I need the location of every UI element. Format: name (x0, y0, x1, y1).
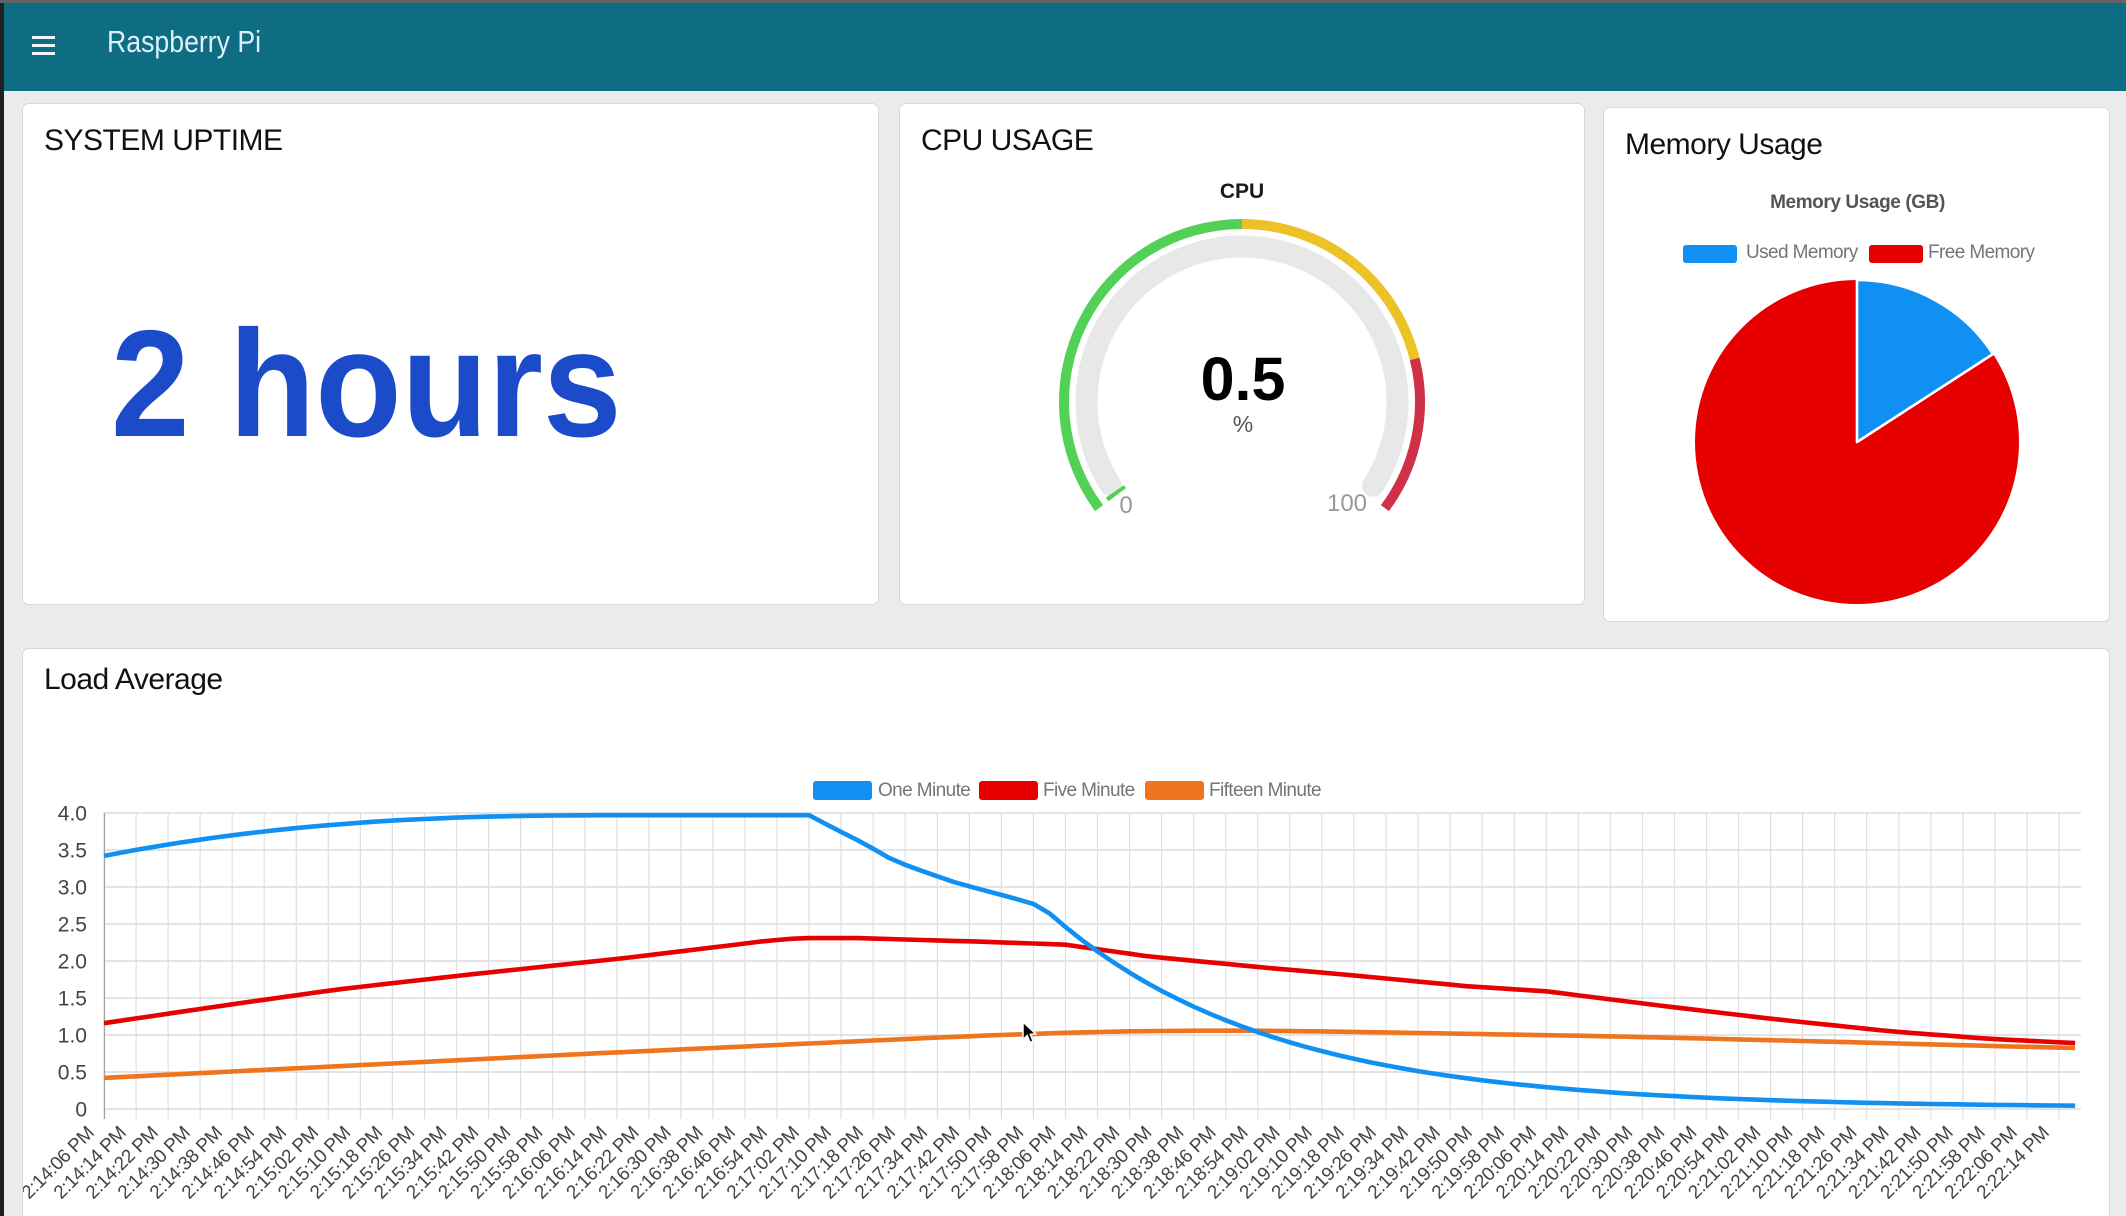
svg-text:0: 0 (75, 1099, 87, 1122)
svg-text:2.0: 2.0 (58, 951, 87, 974)
svg-text:3.5: 3.5 (58, 840, 87, 863)
svg-text:1.5: 1.5 (58, 988, 87, 1011)
svg-text:0.5: 0.5 (58, 1062, 87, 1085)
svg-text:4.0: 4.0 (58, 803, 87, 826)
svg-text:1.0: 1.0 (58, 1025, 87, 1048)
svg-text:2.5: 2.5 (58, 914, 87, 937)
svg-text:3.0: 3.0 (58, 877, 87, 900)
